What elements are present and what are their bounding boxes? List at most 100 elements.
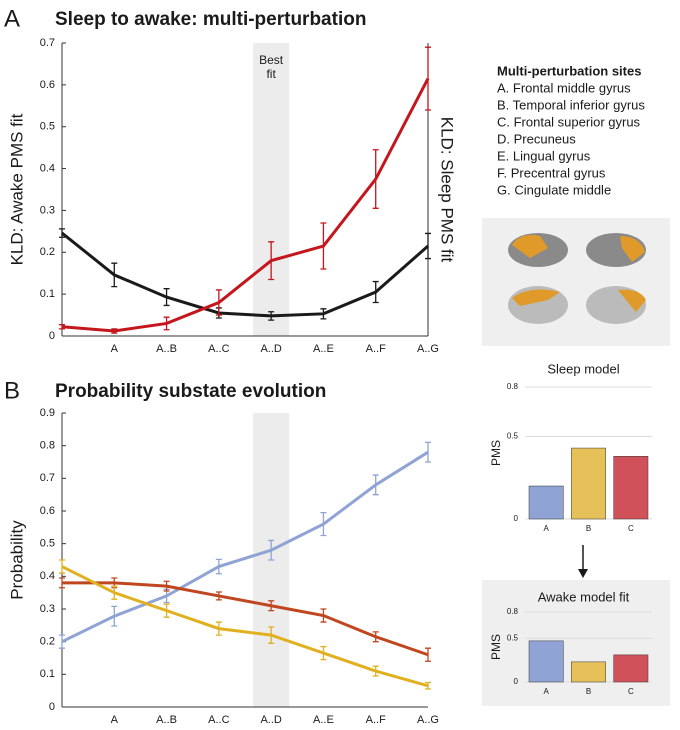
error-bar bbox=[268, 241, 275, 281]
chart-title: Awake model fit bbox=[538, 589, 630, 604]
bar bbox=[571, 447, 606, 520]
error-bar bbox=[425, 647, 431, 662]
series-line bbox=[61, 450, 429, 644]
error-bar bbox=[268, 311, 275, 321]
arrow-head bbox=[578, 569, 588, 578]
y-tick-label: 0.3 bbox=[40, 204, 55, 216]
best-fit-band bbox=[253, 43, 290, 336]
x-tick-label: A..E bbox=[313, 343, 334, 355]
y-tick-label: 0.5 bbox=[507, 432, 519, 441]
y-tick-label: 0.5 bbox=[40, 538, 55, 550]
panel-label: B bbox=[4, 377, 20, 404]
error-bar bbox=[111, 585, 118, 600]
y-tick-label: 0.1 bbox=[40, 288, 55, 300]
series-line bbox=[61, 565, 429, 688]
y-tick-label: 0.2 bbox=[40, 636, 55, 648]
y-tick-label: 0.6 bbox=[40, 79, 55, 91]
error-bar bbox=[215, 621, 222, 636]
error-bar bbox=[163, 580, 170, 592]
x-tick-label: A bbox=[111, 714, 119, 726]
series-line bbox=[62, 581, 429, 657]
x-tick-label: A..C bbox=[208, 343, 229, 355]
error-bar bbox=[59, 634, 65, 649]
legend-entry: D. Precuneus bbox=[497, 131, 576, 146]
y-tick-label: 0 bbox=[514, 677, 519, 686]
x-tick-label: A..D bbox=[260, 714, 281, 726]
y-tick-label: 0.8 bbox=[40, 440, 55, 452]
brain-panel bbox=[482, 218, 670, 346]
error-bar bbox=[372, 631, 379, 643]
error-bar bbox=[163, 603, 170, 618]
error-bar bbox=[268, 539, 275, 561]
legend-entry: G. Cingulate middle bbox=[497, 182, 611, 197]
error-bar bbox=[320, 645, 327, 661]
bar bbox=[528, 485, 564, 520]
x-tick-label: A bbox=[543, 687, 549, 696]
y-axis-label: Probability bbox=[7, 520, 26, 600]
y-tick-label: 0.2 bbox=[40, 246, 55, 258]
legend-entry: A. Frontal middle gyrus bbox=[497, 80, 631, 95]
error-bar bbox=[320, 222, 327, 270]
x-tick-label: A..G bbox=[417, 343, 439, 355]
x-tick-label: C bbox=[628, 524, 634, 533]
error-bar bbox=[59, 324, 65, 330]
y-tick-label: 0.1 bbox=[40, 668, 55, 680]
error-bar bbox=[163, 316, 170, 331]
x-tick-label: A..F bbox=[366, 343, 386, 355]
x-tick-label: A..B bbox=[156, 343, 177, 355]
error-bar bbox=[215, 289, 222, 316]
error-bar bbox=[320, 511, 327, 537]
x-tick-label: A bbox=[543, 524, 549, 533]
error-bar bbox=[111, 262, 118, 288]
awake-panel bbox=[482, 580, 670, 706]
y-tick-label: 0.4 bbox=[40, 162, 55, 174]
series-line bbox=[61, 231, 429, 318]
bar bbox=[613, 654, 649, 683]
x-tick-label: A..F bbox=[366, 714, 386, 726]
y-axis-label: PMS bbox=[489, 634, 503, 660]
error-bar bbox=[372, 280, 379, 304]
y-tick-label: 0.5 bbox=[40, 121, 55, 133]
chart-title: Sleep model bbox=[547, 361, 619, 376]
annotation: Best fit bbox=[259, 53, 284, 81]
error-bar bbox=[215, 558, 222, 575]
legend-entry: F. Precentral gyrus bbox=[497, 165, 606, 180]
y-tick-label: 0 bbox=[49, 701, 55, 713]
y-tick-label: 0.9 bbox=[40, 407, 55, 419]
error-bar bbox=[268, 600, 275, 612]
error-bar bbox=[320, 608, 327, 623]
brain-images bbox=[508, 233, 646, 324]
error-bar bbox=[425, 46, 431, 111]
series-line bbox=[61, 77, 430, 333]
legend-entry: B. Temporal inferior gyrus bbox=[497, 97, 645, 112]
bar bbox=[613, 456, 649, 520]
y-tick-label: 0.4 bbox=[40, 570, 55, 582]
y-tick-label: 0.7 bbox=[40, 37, 55, 49]
x-tick-label: A..E bbox=[313, 714, 334, 726]
legend-entry: C. Frontal superior gyrus bbox=[497, 114, 641, 129]
error-bar bbox=[268, 626, 275, 644]
error-bar bbox=[59, 559, 65, 574]
y-tick-label: 0.8 bbox=[507, 607, 519, 616]
x-tick-label: A..C bbox=[208, 714, 229, 726]
y-tick-label: 0.5 bbox=[507, 633, 519, 642]
error-bar bbox=[59, 577, 65, 589]
error-bar bbox=[59, 228, 65, 238]
error-bar bbox=[320, 308, 327, 320]
chart-title: Sleep to awake: multi-perturbation bbox=[55, 9, 366, 30]
legend-entry: E. Lingual gyrus bbox=[497, 148, 591, 163]
x-tick-label: C bbox=[628, 687, 634, 696]
y-tick-label: 0 bbox=[49, 330, 55, 342]
y-axis-label: KLD: Awake PMS fit bbox=[7, 113, 26, 265]
error-bar bbox=[372, 665, 379, 677]
error-bar bbox=[111, 328, 118, 334]
legend-title: Multi-perturbation sites bbox=[497, 63, 641, 78]
error-bar bbox=[215, 591, 222, 601]
y-tick-label: 0.8 bbox=[507, 382, 519, 391]
x-tick-label: A..B bbox=[156, 714, 177, 726]
y-tick-label: 0.7 bbox=[40, 472, 55, 484]
x-tick-label: B bbox=[586, 687, 591, 696]
chart-title: Probability substate evolution bbox=[55, 381, 326, 402]
error-bar bbox=[163, 288, 170, 307]
